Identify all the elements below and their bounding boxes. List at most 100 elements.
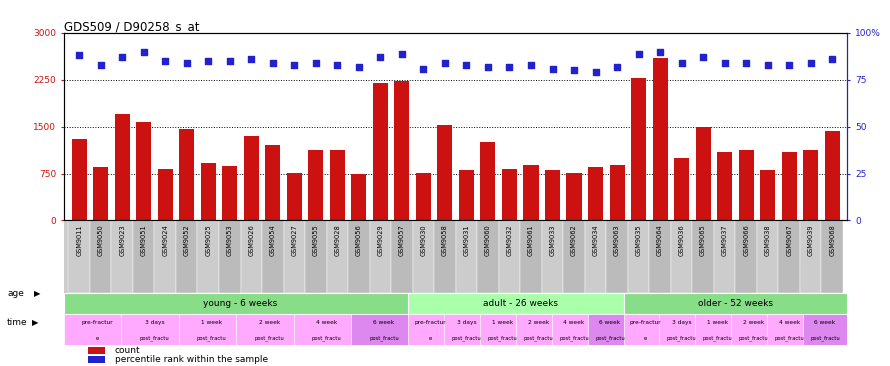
Text: 4 week: 4 week [563, 320, 585, 325]
Bar [115, 114, 130, 220]
Text: 6 week: 6 week [374, 320, 394, 325]
Bar [330, 150, 344, 220]
Bar [563, 220, 585, 293]
Text: e: e [644, 336, 647, 341]
Text: GSM9053: GSM9053 [227, 224, 233, 256]
Point [158, 58, 173, 64]
Bar [585, 220, 606, 293]
Point [481, 64, 495, 70]
Bar [588, 167, 603, 220]
Bar [179, 129, 194, 220]
Bar [444, 314, 489, 346]
Bar [825, 131, 840, 220]
Bar [735, 220, 756, 293]
Text: post_fractu: post_fractu [810, 336, 840, 341]
Text: e: e [95, 336, 99, 341]
Bar [373, 83, 388, 220]
Text: 6 week: 6 week [599, 320, 620, 325]
Bar [437, 125, 452, 220]
Point [438, 60, 452, 66]
Point [761, 62, 775, 68]
Bar [760, 171, 775, 220]
Text: 6 week: 6 week [814, 320, 836, 325]
Text: post_fractu: post_fractu [559, 336, 589, 341]
Bar [308, 150, 323, 220]
Point [675, 60, 689, 66]
Text: ▶: ▶ [32, 318, 38, 327]
Text: 3 days: 3 days [457, 320, 476, 325]
Bar [717, 152, 732, 220]
Text: adult - 26 weeks: adult - 26 weeks [482, 299, 558, 308]
Text: GSM9030: GSM9030 [420, 224, 426, 256]
Bar [627, 220, 650, 293]
Bar [409, 314, 453, 346]
Text: GSM9065: GSM9065 [700, 224, 706, 256]
Text: GSM9033: GSM9033 [549, 224, 555, 255]
Text: GSM9058: GSM9058 [442, 224, 448, 256]
Point [115, 55, 129, 60]
Bar [456, 220, 477, 293]
Point [201, 58, 215, 64]
Text: 1 week: 1 week [492, 320, 513, 325]
Point [524, 62, 538, 68]
Point [459, 62, 473, 68]
Text: count: count [115, 346, 141, 355]
Point [180, 60, 194, 66]
Bar [351, 314, 417, 346]
Text: post_fractu: post_fractu [197, 336, 227, 341]
Text: 2 week: 2 week [528, 320, 549, 325]
Bar [305, 220, 327, 293]
Bar [294, 314, 360, 346]
Bar [327, 220, 348, 293]
Point [782, 62, 797, 68]
Point [696, 55, 710, 60]
Point [266, 60, 280, 66]
Bar [69, 220, 90, 293]
Bar [674, 158, 689, 220]
Text: pre-fractur: pre-fractur [81, 320, 113, 325]
Point [653, 49, 668, 55]
Text: GSM9038: GSM9038 [765, 224, 771, 256]
Point [825, 56, 839, 62]
Bar [87, 356, 105, 363]
Text: GSM9068: GSM9068 [829, 224, 835, 256]
Bar [459, 171, 474, 220]
Bar [262, 220, 284, 293]
Text: 2 week: 2 week [259, 320, 279, 325]
Bar [198, 220, 219, 293]
Bar [610, 165, 625, 220]
Bar [219, 220, 240, 293]
Point [739, 60, 753, 66]
Bar [90, 220, 111, 293]
Bar [800, 220, 821, 293]
Text: post_fractu: post_fractu [595, 336, 625, 341]
Point [804, 60, 818, 66]
Bar [803, 314, 847, 346]
Point [222, 58, 237, 64]
Text: post_fractu: post_fractu [523, 336, 553, 341]
Bar [714, 220, 735, 293]
Bar [413, 220, 434, 293]
Text: GSM9011: GSM9011 [77, 224, 82, 255]
Bar [155, 220, 176, 293]
Bar [756, 220, 779, 293]
Bar [739, 150, 754, 220]
Text: post_fractu: post_fractu [774, 336, 804, 341]
Point [330, 62, 344, 68]
Bar [803, 150, 818, 220]
Bar [696, 127, 710, 220]
Bar [650, 220, 671, 293]
Text: post_fractu: post_fractu [140, 336, 169, 341]
Text: GSM9056: GSM9056 [356, 224, 362, 256]
Text: post_fractu: post_fractu [667, 336, 697, 341]
Bar [111, 220, 133, 293]
Point [631, 51, 645, 56]
Text: GSM9067: GSM9067 [786, 224, 792, 256]
Point [136, 49, 150, 55]
Bar [545, 171, 560, 220]
Bar [394, 81, 409, 220]
Bar [731, 314, 775, 346]
Bar [624, 293, 847, 314]
Text: GSM9050: GSM9050 [98, 224, 103, 256]
Bar [516, 314, 561, 346]
